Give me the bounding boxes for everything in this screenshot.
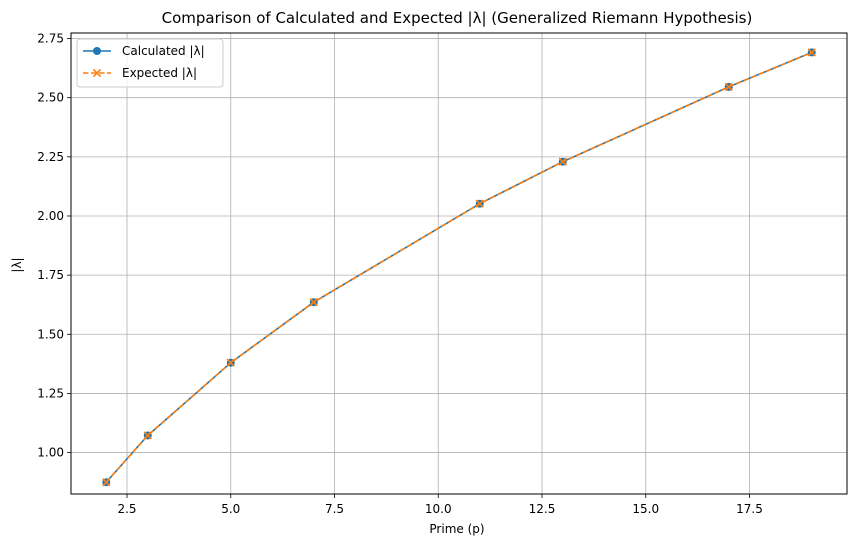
data-point-expected (226, 358, 235, 367)
x-tick-label: 5.0 (221, 502, 240, 516)
plot-area: 2.5 5.0 7.5 10.0 12.5 15.0 17.5 1.001.251.501.… (37, 32, 848, 516)
x-tick-label: 10.0 (425, 502, 452, 516)
legend-box (76, 38, 224, 88)
legend-entries: Calculated |λ| Expected |λ| (83, 44, 205, 80)
y-tick-label: 1.00 (37, 446, 64, 460)
series-group (102, 48, 816, 487)
legend-marker-x (92, 68, 102, 78)
data-point-expected (475, 199, 484, 208)
x-tick-label: 7.5 (325, 502, 344, 516)
x-tick-label: 17.5 (736, 502, 763, 516)
chart-title: Comparison of Calculated and Expected |λ… (162, 9, 753, 27)
plot-background (71, 33, 847, 494)
data-point-expected (558, 157, 567, 166)
x-tick-label: 12.5 (529, 502, 556, 516)
grid-lines (71, 33, 847, 494)
data-point-expected (143, 431, 152, 440)
plot-frame (70, 32, 848, 495)
y-axis-label: |λ| (10, 257, 24, 272)
y-tick-label: 2.00 (37, 209, 64, 223)
legend: Calculated |λ| Expected |λ| (76, 38, 224, 88)
data-point-expected (309, 298, 318, 307)
y-tick-label: 2.75 (37, 32, 64, 46)
y-axis-ticks: 1.00 1.25 1.50 1.75 2.00 2.25 2.50 2.75 (37, 32, 71, 460)
legend-marker-circle (93, 47, 101, 55)
data-point-expected (807, 48, 816, 57)
legend-label: Expected |λ| (122, 66, 197, 80)
y-tick-label: 2.50 (37, 91, 64, 105)
data-point-expected (102, 478, 111, 487)
y-tick-label: 1.25 (37, 386, 64, 400)
y-tick-label: 1.75 (37, 268, 64, 282)
x-axis-label: Prime (p) (429, 522, 484, 536)
x-axis-ticks: 2.5 5.0 7.5 10.0 12.5 15.0 17.5 (117, 494, 763, 516)
y-tick-label: 1.50 (37, 327, 64, 341)
y-tick-label: 2.25 (37, 150, 64, 164)
data-point-expected (724, 82, 733, 92)
x-tick-label: 2.5 (117, 502, 136, 516)
legend-label: Calculated |λ| (122, 44, 205, 58)
series-line-2 (105, 51, 813, 483)
x-tick-label: 15.0 (632, 502, 659, 516)
